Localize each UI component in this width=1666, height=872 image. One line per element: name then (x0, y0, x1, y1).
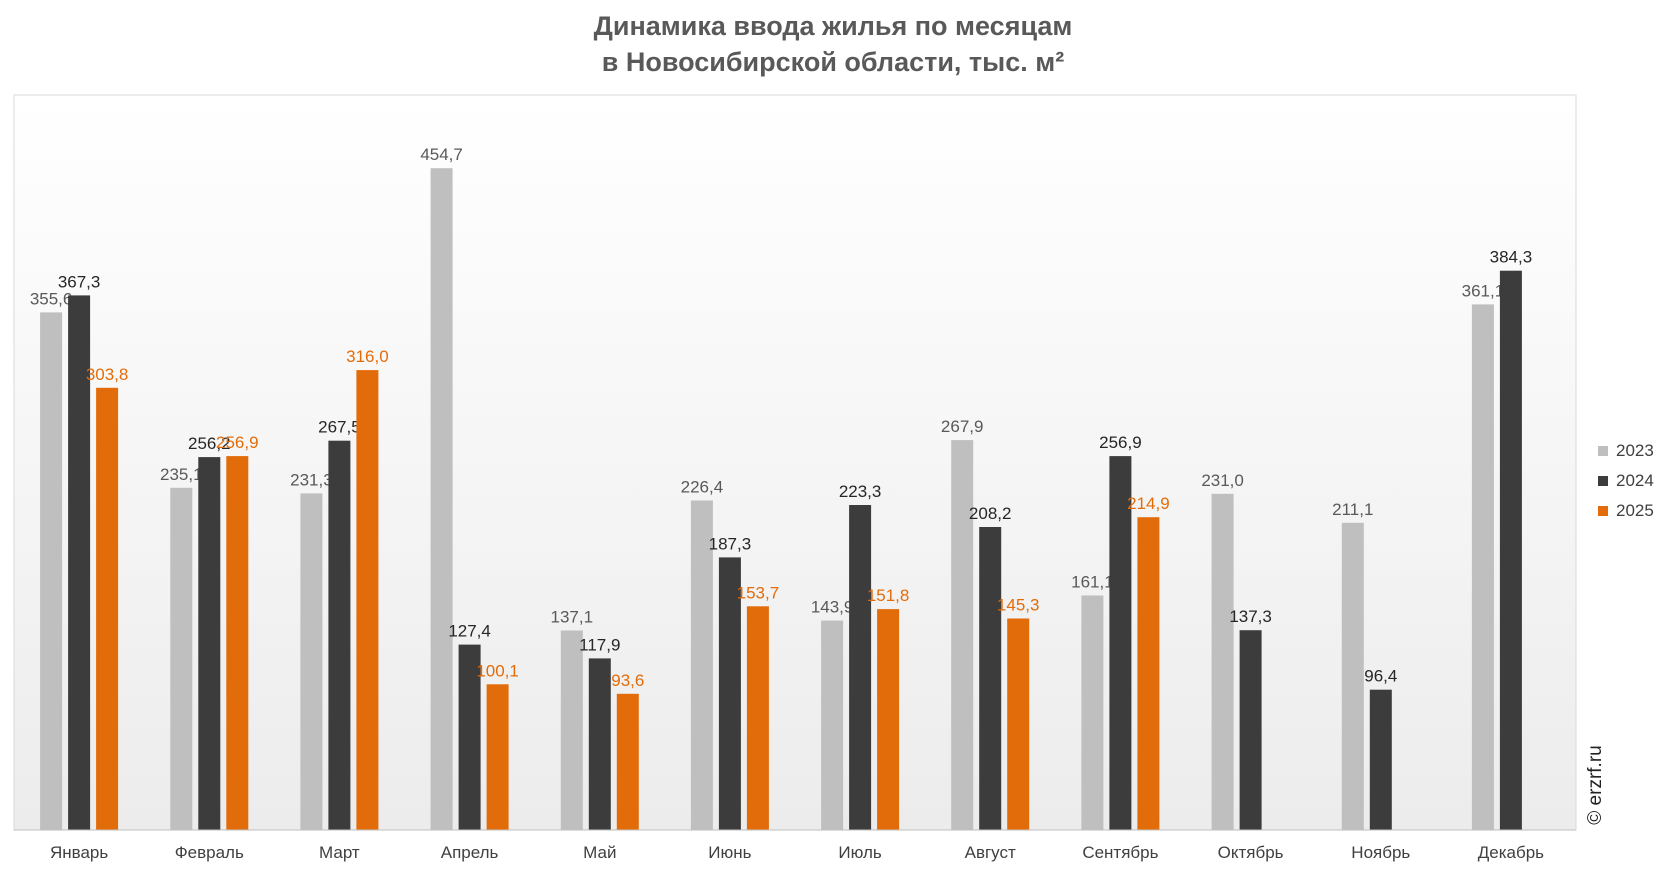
data-label-2023-1: 355,6 (30, 289, 73, 308)
data-label-2024-7: 223,3 (839, 482, 882, 501)
bar-2024-6 (718, 557, 741, 830)
legend-label-2023: 2023 (1616, 441, 1654, 460)
bar-2023-4 (430, 168, 453, 830)
bar-2024-5 (588, 658, 611, 830)
data-label-2023-4: 454,7 (420, 145, 463, 164)
legend-item-2024[interactable]: 2024 (1598, 466, 1654, 496)
legend-label-2025: 2025 (1616, 501, 1654, 520)
x-tick-label-1: Январь (50, 843, 108, 862)
legend-item-2023[interactable]: 2023 (1598, 436, 1654, 466)
watermark-text: © erzrf.ru (1585, 745, 1606, 825)
data-label-2025-9: 214,9 (1127, 494, 1170, 513)
bar-2024-1 (68, 295, 91, 830)
x-tick-label-6: Июнь (708, 843, 751, 862)
bar-2025-8 (1007, 618, 1030, 830)
bar-2023-3 (300, 493, 323, 830)
data-label-2023-5: 137,1 (551, 608, 594, 627)
data-label-2023-10: 231,0 (1201, 471, 1244, 490)
legend: 2023 2024 2025 (1598, 436, 1654, 526)
bar-2023-2 (170, 487, 193, 830)
legend-swatch-2023 (1598, 446, 1608, 456)
x-axis-labels: Январь Февраль Март Апрель Май Июнь Июль Август… (50, 843, 1544, 862)
bar-2023-11 (1341, 522, 1364, 830)
bar-2023-5 (560, 630, 583, 830)
data-label-2024-5: 117,9 (579, 635, 620, 654)
data-label-2023-9: 161,1 (1071, 573, 1114, 592)
bar-2024-9 (1109, 456, 1132, 830)
data-label-2025-4: 100,1 (476, 661, 519, 680)
data-label-2024-9: 256,9 (1099, 433, 1142, 452)
bar-2024-11 (1369, 689, 1392, 830)
bar-2024-2 (198, 457, 221, 830)
data-label-2025-3: 316,0 (346, 347, 389, 366)
data-label-2023-6: 226,4 (681, 478, 724, 497)
bar-2023-12 (1471, 304, 1494, 830)
bars-layer: 355,6367,3303,8235,1256,2256,9231,3267,5… (30, 145, 1532, 830)
bar-2023-1 (40, 312, 63, 830)
bar-2023-6 (690, 500, 713, 830)
data-label-2024-1: 367,3 (58, 272, 101, 291)
bar-2024-3 (328, 440, 351, 830)
bar-2023-9 (1081, 595, 1104, 830)
bar-2024-4 (458, 644, 481, 830)
x-tick-label-9: Сентябрь (1082, 843, 1158, 862)
data-label-2025-8: 145,3 (997, 596, 1040, 615)
bar-2024-7 (849, 505, 872, 830)
data-label-2024-3: 267,5 (318, 418, 361, 437)
bar-2025-3 (356, 370, 379, 830)
legend-label-2024: 2024 (1616, 471, 1654, 490)
bar-2023-10 (1211, 493, 1234, 830)
chart-title: Динамика ввода жилья по месяцам в Новоси… (0, 8, 1666, 80)
bar-2025-9 (1137, 517, 1160, 830)
bar-2025-7 (877, 609, 900, 830)
bar-2025-5 (616, 693, 639, 830)
data-label-2024-4: 127,4 (448, 622, 491, 641)
x-tick-label-10: Октябрь (1218, 843, 1284, 862)
x-tick-label-12: Декабрь (1478, 843, 1544, 862)
data-label-2023-12: 361,1 (1462, 281, 1505, 300)
bar-2024-8 (979, 527, 1002, 830)
bar-2023-8 (951, 440, 974, 830)
data-label-2023-7: 143,9 (811, 598, 854, 617)
x-tick-label-8: Август (965, 843, 1016, 862)
data-label-2023-3: 231,3 (290, 470, 333, 489)
data-label-2023-11: 211,1 (1332, 500, 1373, 519)
data-label-2023-2: 235,1 (160, 465, 203, 484)
bar-2023-7 (821, 620, 844, 830)
data-label-2024-11: 96,4 (1364, 667, 1397, 686)
x-tick-label-5: Май (583, 843, 616, 862)
plot-area (13, 94, 1577, 831)
x-tick-label-2: Февраль (175, 843, 244, 862)
data-label-2025-6: 153,7 (737, 583, 780, 602)
bar-2025-6 (746, 606, 769, 830)
data-label-2025-5: 93,6 (611, 671, 644, 690)
bar-2024-12 (1499, 270, 1522, 830)
bar-2025-2 (226, 456, 249, 830)
x-tick-label-7: Июль (838, 843, 882, 862)
legend-swatch-2024 (1598, 476, 1608, 486)
chart-title-line-2: в Новосибирской области, тыс. м² (601, 47, 1065, 77)
bar-2024-10 (1239, 630, 1262, 830)
data-label-2024-12: 384,3 (1490, 248, 1533, 267)
x-tick-label-3: Март (319, 843, 360, 862)
data-label-2024-6: 187,3 (709, 534, 752, 553)
bar-2025-4 (486, 684, 509, 830)
data-label-2024-8: 208,2 (969, 504, 1012, 523)
data-label-2023-8: 267,9 (941, 417, 984, 436)
x-tick-label-4: Апрель (441, 843, 499, 862)
legend-item-2025[interactable]: 2025 (1598, 496, 1654, 526)
data-label-2024-10: 137,3 (1229, 607, 1272, 626)
x-tick-label-11: Ноябрь (1351, 843, 1410, 862)
legend-swatch-2025 (1598, 506, 1608, 516)
bar-2025-1 (96, 387, 119, 830)
chart-title-line-1: Динамика ввода жилья по месяцам (593, 11, 1073, 41)
data-label-2024-2: 256,2 (188, 434, 231, 453)
watermark: © erzrf.ru (1585, 730, 1607, 840)
data-label-2025-7: 151,8 (867, 586, 910, 605)
data-label-2025-1: 303,8 (86, 365, 129, 384)
data-label-2025-2: 256,9 (216, 433, 259, 452)
